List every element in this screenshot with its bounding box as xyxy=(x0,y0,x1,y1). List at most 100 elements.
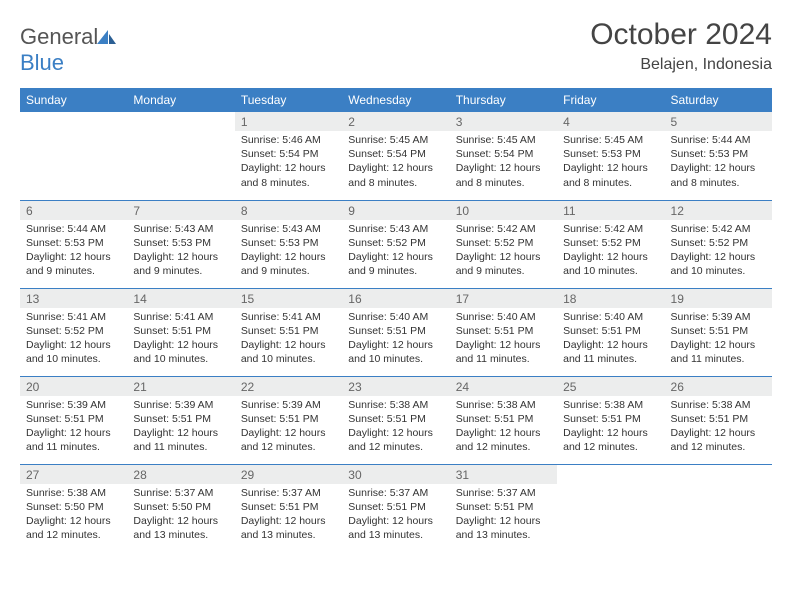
day-content: Sunrise: 5:44 AMSunset: 5:53 PMDaylight:… xyxy=(20,220,127,283)
day-content: Sunrise: 5:37 AMSunset: 5:51 PMDaylight:… xyxy=(450,484,557,547)
day-number: 25 xyxy=(557,377,664,396)
day-content: Sunrise: 5:38 AMSunset: 5:51 PMDaylight:… xyxy=(342,396,449,459)
day-content: Sunrise: 5:45 AMSunset: 5:54 PMDaylight:… xyxy=(450,131,557,194)
calendar-week: 27Sunrise: 5:38 AMSunset: 5:50 PMDayligh… xyxy=(20,464,772,552)
calendar-cell: 29Sunrise: 5:37 AMSunset: 5:51 PMDayligh… xyxy=(235,464,342,552)
calendar-cell xyxy=(127,112,234,200)
day-content: Sunrise: 5:39 AMSunset: 5:51 PMDaylight:… xyxy=(20,396,127,459)
calendar-cell: 18Sunrise: 5:40 AMSunset: 5:51 PMDayligh… xyxy=(557,288,664,376)
day-number: 23 xyxy=(342,377,449,396)
calendar-cell: 22Sunrise: 5:39 AMSunset: 5:51 PMDayligh… xyxy=(235,376,342,464)
day-number: 1 xyxy=(235,112,342,131)
day-content: Sunrise: 5:42 AMSunset: 5:52 PMDaylight:… xyxy=(557,220,664,283)
day-content: Sunrise: 5:38 AMSunset: 5:51 PMDaylight:… xyxy=(450,396,557,459)
calendar-cell: 19Sunrise: 5:39 AMSunset: 5:51 PMDayligh… xyxy=(665,288,772,376)
day-number: 16 xyxy=(342,289,449,308)
calendar-week: 20Sunrise: 5:39 AMSunset: 5:51 PMDayligh… xyxy=(20,376,772,464)
calendar-cell: 11Sunrise: 5:42 AMSunset: 5:52 PMDayligh… xyxy=(557,200,664,288)
logo-sail-icon xyxy=(96,28,118,46)
day-content: Sunrise: 5:38 AMSunset: 5:51 PMDaylight:… xyxy=(557,396,664,459)
day-number: 18 xyxy=(557,289,664,308)
dayname-header: Saturday xyxy=(665,88,772,112)
logo: General Blue xyxy=(20,24,118,76)
day-content: Sunrise: 5:40 AMSunset: 5:51 PMDaylight:… xyxy=(450,308,557,371)
calendar-cell: 28Sunrise: 5:37 AMSunset: 5:50 PMDayligh… xyxy=(127,464,234,552)
calendar-cell: 7Sunrise: 5:43 AMSunset: 5:53 PMDaylight… xyxy=(127,200,234,288)
day-number: 31 xyxy=(450,465,557,484)
calendar-cell xyxy=(20,112,127,200)
logo-part1: General xyxy=(20,24,98,49)
calendar-cell: 16Sunrise: 5:40 AMSunset: 5:51 PMDayligh… xyxy=(342,288,449,376)
calendar-cell: 31Sunrise: 5:37 AMSunset: 5:51 PMDayligh… xyxy=(450,464,557,552)
day-number: 13 xyxy=(20,289,127,308)
day-number: 3 xyxy=(450,112,557,131)
day-number: 22 xyxy=(235,377,342,396)
day-number: 5 xyxy=(665,112,772,131)
day-number: 2 xyxy=(342,112,449,131)
calendar-cell xyxy=(557,464,664,552)
day-number: 12 xyxy=(665,201,772,220)
day-number: 29 xyxy=(235,465,342,484)
calendar-head: SundayMondayTuesdayWednesdayThursdayFrid… xyxy=(20,88,772,112)
calendar-cell: 12Sunrise: 5:42 AMSunset: 5:52 PMDayligh… xyxy=(665,200,772,288)
calendar-cell xyxy=(665,464,772,552)
header: General Blue October 2024 Belajen, Indon… xyxy=(20,18,772,76)
day-number: 27 xyxy=(20,465,127,484)
calendar-cell: 13Sunrise: 5:41 AMSunset: 5:52 PMDayligh… xyxy=(20,288,127,376)
day-number: 30 xyxy=(342,465,449,484)
day-content: Sunrise: 5:37 AMSunset: 5:50 PMDaylight:… xyxy=(127,484,234,547)
day-number: 21 xyxy=(127,377,234,396)
day-content: Sunrise: 5:39 AMSunset: 5:51 PMDaylight:… xyxy=(127,396,234,459)
day-number: 24 xyxy=(450,377,557,396)
calendar-week: 1Sunrise: 5:46 AMSunset: 5:54 PMDaylight… xyxy=(20,112,772,200)
day-number: 14 xyxy=(127,289,234,308)
calendar-table: SundayMondayTuesdayWednesdayThursdayFrid… xyxy=(20,88,772,552)
dayname-header: Thursday xyxy=(450,88,557,112)
calendar-cell: 15Sunrise: 5:41 AMSunset: 5:51 PMDayligh… xyxy=(235,288,342,376)
calendar-cell: 25Sunrise: 5:38 AMSunset: 5:51 PMDayligh… xyxy=(557,376,664,464)
day-number: 19 xyxy=(665,289,772,308)
day-content: Sunrise: 5:37 AMSunset: 5:51 PMDaylight:… xyxy=(342,484,449,547)
calendar-cell: 23Sunrise: 5:38 AMSunset: 5:51 PMDayligh… xyxy=(342,376,449,464)
calendar-cell: 30Sunrise: 5:37 AMSunset: 5:51 PMDayligh… xyxy=(342,464,449,552)
day-content: Sunrise: 5:39 AMSunset: 5:51 PMDaylight:… xyxy=(235,396,342,459)
day-number: 6 xyxy=(20,201,127,220)
day-content: Sunrise: 5:43 AMSunset: 5:53 PMDaylight:… xyxy=(235,220,342,283)
calendar-cell: 21Sunrise: 5:39 AMSunset: 5:51 PMDayligh… xyxy=(127,376,234,464)
calendar-cell: 20Sunrise: 5:39 AMSunset: 5:51 PMDayligh… xyxy=(20,376,127,464)
day-content: Sunrise: 5:42 AMSunset: 5:52 PMDaylight:… xyxy=(450,220,557,283)
day-content: Sunrise: 5:45 AMSunset: 5:54 PMDaylight:… xyxy=(342,131,449,194)
day-number: 15 xyxy=(235,289,342,308)
day-content: Sunrise: 5:45 AMSunset: 5:53 PMDaylight:… xyxy=(557,131,664,194)
calendar-cell: 10Sunrise: 5:42 AMSunset: 5:52 PMDayligh… xyxy=(450,200,557,288)
calendar-week: 13Sunrise: 5:41 AMSunset: 5:52 PMDayligh… xyxy=(20,288,772,376)
day-content: Sunrise: 5:44 AMSunset: 5:53 PMDaylight:… xyxy=(665,131,772,194)
logo-part2: Blue xyxy=(20,50,64,75)
calendar-cell: 27Sunrise: 5:38 AMSunset: 5:50 PMDayligh… xyxy=(20,464,127,552)
day-content: Sunrise: 5:38 AMSunset: 5:50 PMDaylight:… xyxy=(20,484,127,547)
day-content: Sunrise: 5:40 AMSunset: 5:51 PMDaylight:… xyxy=(342,308,449,371)
calendar-cell: 17Sunrise: 5:40 AMSunset: 5:51 PMDayligh… xyxy=(450,288,557,376)
day-content: Sunrise: 5:43 AMSunset: 5:52 PMDaylight:… xyxy=(342,220,449,283)
calendar-cell: 9Sunrise: 5:43 AMSunset: 5:52 PMDaylight… xyxy=(342,200,449,288)
day-content: Sunrise: 5:42 AMSunset: 5:52 PMDaylight:… xyxy=(665,220,772,283)
day-content: Sunrise: 5:41 AMSunset: 5:52 PMDaylight:… xyxy=(20,308,127,371)
day-content: Sunrise: 5:39 AMSunset: 5:51 PMDaylight:… xyxy=(665,308,772,371)
day-content: Sunrise: 5:38 AMSunset: 5:51 PMDaylight:… xyxy=(665,396,772,459)
day-content: Sunrise: 5:41 AMSunset: 5:51 PMDaylight:… xyxy=(127,308,234,371)
calendar-cell: 6Sunrise: 5:44 AMSunset: 5:53 PMDaylight… xyxy=(20,200,127,288)
dayname-header: Wednesday xyxy=(342,88,449,112)
day-number: 26 xyxy=(665,377,772,396)
calendar-cell: 5Sunrise: 5:44 AMSunset: 5:53 PMDaylight… xyxy=(665,112,772,200)
day-number: 10 xyxy=(450,201,557,220)
calendar-cell: 1Sunrise: 5:46 AMSunset: 5:54 PMDaylight… xyxy=(235,112,342,200)
location: Belajen, Indonesia xyxy=(590,56,772,74)
calendar-cell: 14Sunrise: 5:41 AMSunset: 5:51 PMDayligh… xyxy=(127,288,234,376)
title-block: October 2024 Belajen, Indonesia xyxy=(590,18,772,74)
day-number: 20 xyxy=(20,377,127,396)
calendar-cell: 24Sunrise: 5:38 AMSunset: 5:51 PMDayligh… xyxy=(450,376,557,464)
day-content: Sunrise: 5:37 AMSunset: 5:51 PMDaylight:… xyxy=(235,484,342,547)
day-content: Sunrise: 5:40 AMSunset: 5:51 PMDaylight:… xyxy=(557,308,664,371)
page-title: October 2024 xyxy=(590,18,772,52)
day-number: 11 xyxy=(557,201,664,220)
